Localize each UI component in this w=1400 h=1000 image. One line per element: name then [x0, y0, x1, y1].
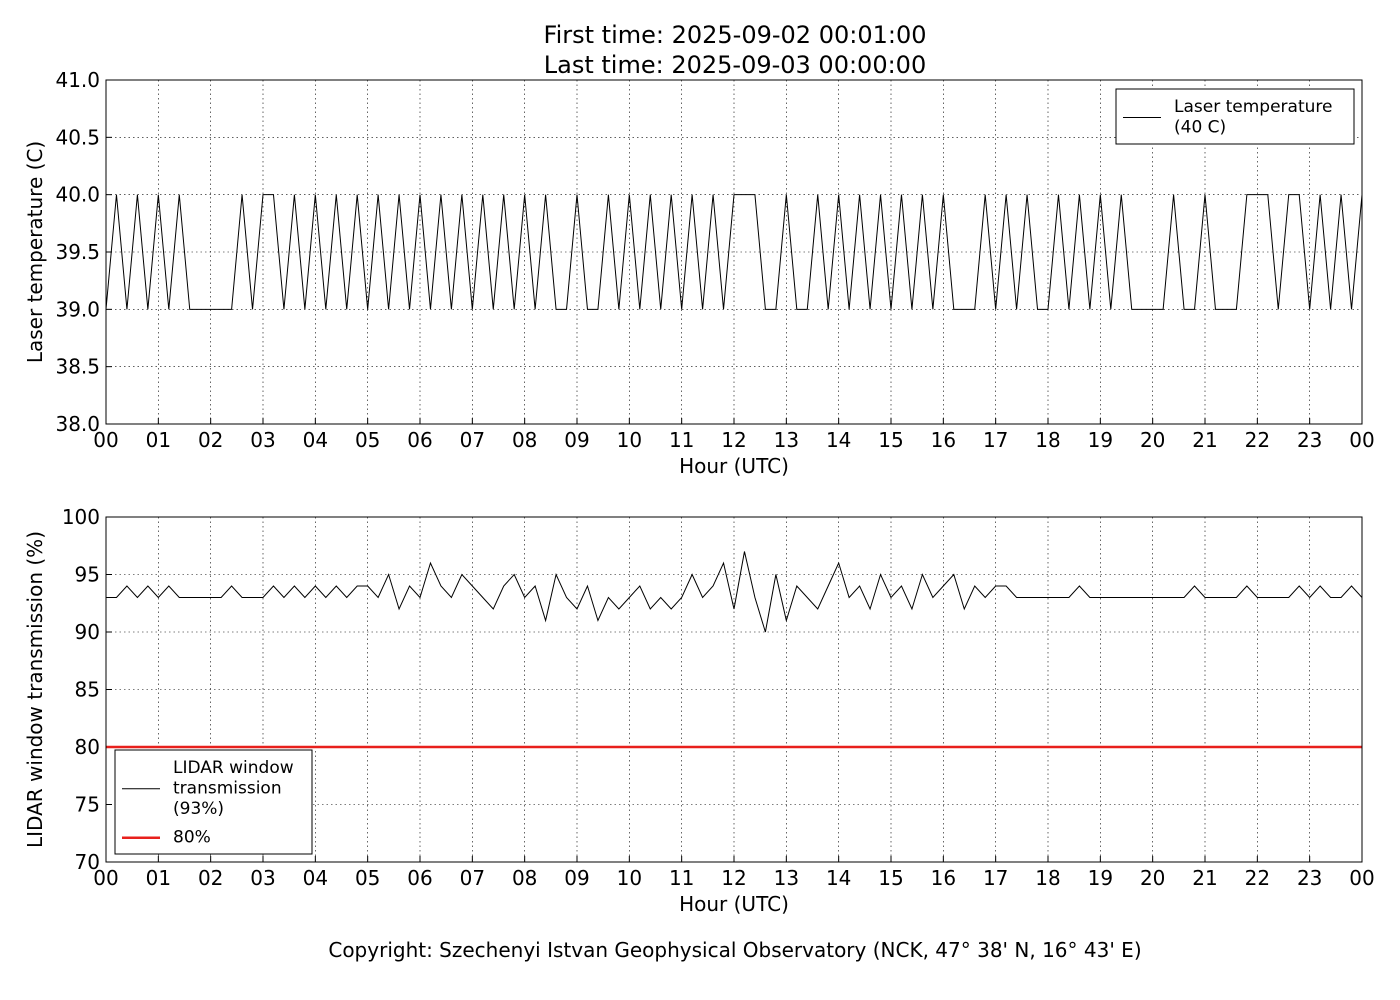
x-tick-label: 08: [512, 428, 537, 452]
y-tick-label: 40.0: [55, 183, 100, 207]
x-tick-label: 00: [93, 428, 118, 452]
x-tick-label: 06: [407, 866, 432, 890]
x-tick-label: 21: [1192, 866, 1217, 890]
x-axis-label: Hour (UTC): [679, 454, 789, 478]
x-tick-label: 17: [983, 866, 1008, 890]
y-tick-label: 39.0: [55, 297, 100, 321]
legend-label: LIDAR window transmission (93%): [173, 758, 294, 819]
y-tick-label: 80: [75, 735, 100, 759]
x-tick-label: 13: [774, 428, 799, 452]
x-tick-label: 15: [878, 428, 903, 452]
y-axis-label: LIDAR window transmission (%): [23, 531, 47, 848]
x-tick-label: 09: [564, 428, 589, 452]
x-tick-label: 05: [355, 428, 380, 452]
x-tick-label: 18: [1035, 866, 1060, 890]
data-line: [106, 194, 1362, 310]
x-tick-label: 08: [512, 866, 537, 890]
x-tick-label: 23: [1297, 428, 1322, 452]
x-tick-label: 15: [878, 866, 903, 890]
x-axis-label: Hour (UTC): [679, 892, 789, 916]
x-tick-label: 16: [931, 428, 956, 452]
x-tick-label: 09: [564, 866, 589, 890]
y-tick-label: 39.5: [55, 240, 100, 264]
x-tick-label: 00: [93, 866, 118, 890]
x-tick-label: 20: [1140, 428, 1165, 452]
x-tick-label: 18: [1035, 428, 1060, 452]
axes-frame: [105, 516, 1363, 863]
title-line: Last time: 2025-09-03 00:00:00: [544, 51, 926, 79]
x-tick-label: 01: [146, 866, 171, 890]
legend-label: Laser temperature (40 C): [1174, 97, 1332, 137]
x-tick-label: 03: [250, 428, 275, 452]
x-tick-label: 11: [669, 866, 694, 890]
data-line: [106, 551, 1362, 633]
y-tick-label: 41.0: [55, 68, 100, 92]
y-tick-label: 38.5: [55, 355, 100, 379]
y-tick-label: 75: [75, 793, 100, 817]
y-tick-label: 90: [75, 620, 100, 644]
x-tick-label: 05: [355, 866, 380, 890]
x-tick-label: 10: [617, 866, 642, 890]
x-tick-label: 00: [1349, 866, 1374, 890]
x-tick-label: 07: [460, 428, 485, 452]
x-tick-label: 03: [250, 866, 275, 890]
y-tick-label: 38.0: [55, 412, 100, 436]
y-tick-label: 40.5: [55, 125, 100, 149]
x-tick-label: 14: [826, 428, 851, 452]
x-tick-label: 06: [407, 428, 432, 452]
x-tick-label: 19: [1088, 428, 1113, 452]
x-tick-label: 04: [303, 866, 328, 890]
y-axis-label: Laser temperature (C): [23, 141, 47, 363]
x-tick-label: 14: [826, 866, 851, 890]
x-tick-label: 20: [1140, 866, 1165, 890]
x-tick-label: 16: [931, 866, 956, 890]
x-tick-label: 02: [198, 428, 223, 452]
y-tick-label: 85: [75, 678, 100, 702]
y-tick-label: 100: [62, 505, 100, 529]
x-tick-label: 00: [1349, 428, 1374, 452]
x-tick-label: 22: [1245, 428, 1270, 452]
x-tick-label: 13: [774, 866, 799, 890]
x-tick-label: 12: [721, 866, 746, 890]
x-tick-label: 04: [303, 428, 328, 452]
x-tick-label: 23: [1297, 866, 1322, 890]
x-tick-label: 12: [721, 428, 746, 452]
legend-box: [1115, 88, 1355, 145]
axes-frame: [105, 79, 1363, 425]
x-tick-label: 11: [669, 428, 694, 452]
x-tick-label: 01: [146, 428, 171, 452]
x-tick-label: 19: [1088, 866, 1113, 890]
legend-label: 80%: [173, 828, 211, 848]
x-tick-label: 17: [983, 428, 1008, 452]
footer: Copyright: Szechenyi Istvan Geophysical …: [328, 938, 1141, 962]
x-tick-label: 02: [198, 866, 223, 890]
x-tick-label: 22: [1245, 866, 1270, 890]
x-tick-label: 21: [1192, 428, 1217, 452]
title-line: First time: 2025-09-02 00:01:00: [544, 21, 927, 49]
y-tick-label: 70: [75, 850, 100, 874]
x-tick-label: 10: [617, 428, 642, 452]
x-tick-label: 07: [460, 866, 485, 890]
y-tick-label: 95: [75, 563, 100, 587]
